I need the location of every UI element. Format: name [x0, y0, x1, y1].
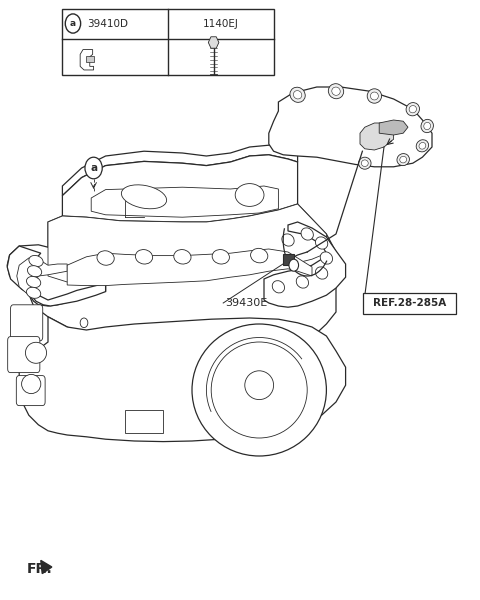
- Ellipse shape: [290, 87, 305, 103]
- Ellipse shape: [245, 371, 274, 400]
- Polygon shape: [48, 204, 326, 283]
- Ellipse shape: [211, 342, 307, 438]
- Polygon shape: [264, 222, 346, 307]
- Ellipse shape: [27, 266, 42, 277]
- Polygon shape: [7, 246, 106, 306]
- Ellipse shape: [332, 87, 340, 95]
- Ellipse shape: [328, 83, 344, 99]
- Polygon shape: [19, 317, 346, 442]
- Polygon shape: [29, 204, 336, 349]
- Ellipse shape: [29, 256, 43, 266]
- Bar: [283, 254, 294, 265]
- Ellipse shape: [315, 237, 328, 249]
- Polygon shape: [62, 145, 298, 196]
- Text: 39430E: 39430E: [226, 298, 268, 308]
- Bar: [125, 410, 163, 433]
- Ellipse shape: [293, 91, 302, 99]
- Text: REF.28-285A: REF.28-285A: [373, 298, 446, 308]
- Ellipse shape: [212, 250, 229, 264]
- Ellipse shape: [251, 248, 268, 263]
- Ellipse shape: [25, 342, 47, 363]
- Ellipse shape: [235, 184, 264, 206]
- Text: 39410D: 39410D: [87, 19, 129, 29]
- Ellipse shape: [371, 92, 378, 100]
- Polygon shape: [17, 258, 67, 295]
- Ellipse shape: [296, 276, 309, 288]
- Ellipse shape: [272, 281, 285, 293]
- Text: a: a: [70, 19, 76, 28]
- Ellipse shape: [320, 252, 333, 264]
- Polygon shape: [269, 87, 432, 167]
- FancyBboxPatch shape: [11, 305, 43, 341]
- Ellipse shape: [409, 106, 417, 113]
- Ellipse shape: [121, 185, 167, 209]
- Polygon shape: [80, 50, 94, 70]
- Ellipse shape: [174, 250, 191, 264]
- Text: 1140EJ: 1140EJ: [203, 19, 239, 29]
- Circle shape: [289, 259, 299, 271]
- Ellipse shape: [397, 154, 409, 166]
- Ellipse shape: [26, 287, 41, 298]
- Circle shape: [85, 157, 102, 179]
- Polygon shape: [62, 155, 298, 222]
- Text: FR.: FR.: [26, 562, 52, 576]
- Circle shape: [80, 318, 88, 328]
- Ellipse shape: [359, 157, 371, 169]
- Ellipse shape: [424, 122, 431, 130]
- Ellipse shape: [416, 140, 429, 152]
- Polygon shape: [379, 120, 408, 135]
- Ellipse shape: [26, 277, 41, 287]
- Ellipse shape: [192, 324, 326, 456]
- Ellipse shape: [400, 156, 407, 163]
- Polygon shape: [41, 560, 52, 574]
- Ellipse shape: [421, 119, 433, 133]
- Text: a: a: [90, 163, 97, 173]
- Ellipse shape: [135, 250, 153, 264]
- FancyBboxPatch shape: [8, 337, 40, 373]
- Polygon shape: [67, 249, 312, 286]
- Polygon shape: [91, 186, 278, 217]
- Ellipse shape: [301, 228, 313, 240]
- Ellipse shape: [419, 142, 426, 149]
- Ellipse shape: [406, 103, 420, 116]
- Circle shape: [65, 14, 81, 33]
- Ellipse shape: [22, 374, 41, 394]
- FancyBboxPatch shape: [16, 376, 45, 406]
- Ellipse shape: [282, 234, 294, 246]
- Bar: [62, 9, 274, 75]
- Bar: [86, 56, 94, 62]
- Ellipse shape: [97, 251, 114, 265]
- Ellipse shape: [315, 267, 328, 279]
- Polygon shape: [7, 245, 106, 306]
- Ellipse shape: [361, 160, 368, 166]
- Polygon shape: [360, 123, 394, 150]
- Ellipse shape: [367, 89, 382, 103]
- FancyBboxPatch shape: [363, 293, 456, 314]
